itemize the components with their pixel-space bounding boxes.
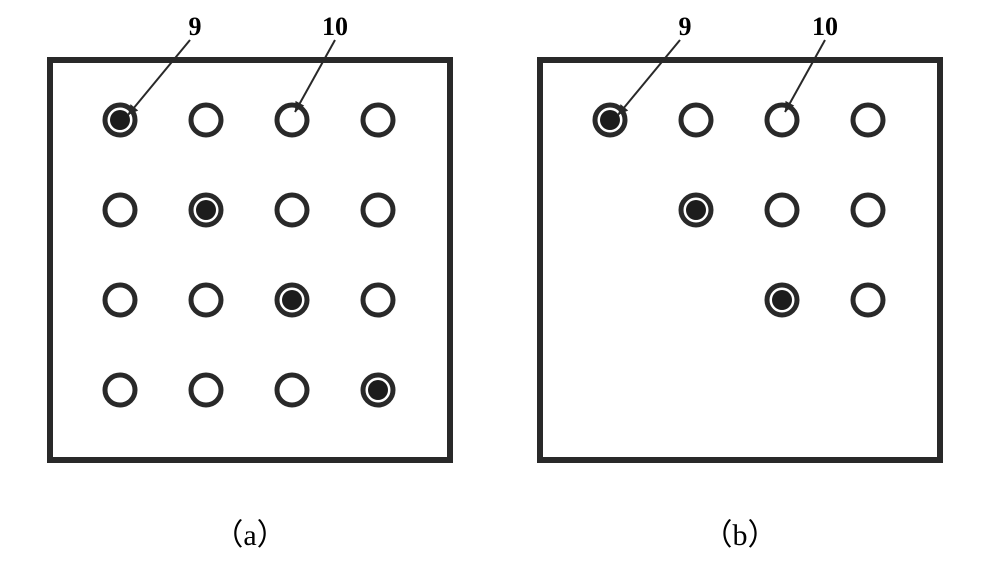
hollow-circle — [767, 195, 797, 225]
callout-text: 10 — [322, 12, 348, 41]
left-node-r2-c1 — [191, 285, 221, 315]
right-node-r0-c1 — [681, 105, 711, 135]
right-node-r1-c2 — [767, 195, 797, 225]
hollow-circle — [105, 375, 135, 405]
hollow-circle — [277, 375, 307, 405]
hollow-circle — [363, 285, 393, 315]
left-node-r3-c3 — [363, 375, 393, 405]
hollow-circle — [277, 195, 307, 225]
filled-circle-core — [368, 380, 388, 400]
callout-text: 10 — [812, 12, 838, 41]
hollow-circle — [363, 105, 393, 135]
left-node-r1-c3 — [363, 195, 393, 225]
hollow-circle — [191, 285, 221, 315]
left-node-r3-c1 — [191, 375, 221, 405]
filled-circle-core — [772, 290, 792, 310]
hollow-circle — [105, 195, 135, 225]
right-node-r2-c3 — [853, 285, 883, 315]
left-node-r2-c3 — [363, 285, 393, 315]
hollow-circle — [191, 105, 221, 135]
hollow-circle — [767, 105, 797, 135]
left-node-r0-c1 — [191, 105, 221, 135]
right-node-r0-c2 — [767, 105, 797, 135]
filled-circle-core — [600, 110, 620, 130]
right-node-r1-c1 — [681, 195, 711, 225]
right-node-r2-c2 — [767, 285, 797, 315]
caption-b: （b） — [703, 519, 778, 552]
hollow-circle — [681, 105, 711, 135]
hollow-circle — [191, 375, 221, 405]
callout-line — [785, 40, 825, 112]
filled-circle-core — [686, 200, 706, 220]
filled-circle-core — [196, 200, 216, 220]
left-node-r1-c1 — [191, 195, 221, 225]
callout-line — [618, 40, 680, 115]
hollow-circle — [853, 195, 883, 225]
filled-circle-core — [282, 290, 302, 310]
right-node-r1-c3 — [853, 195, 883, 225]
hollow-circle — [363, 195, 393, 225]
left-node-r0-c3 — [363, 105, 393, 135]
hollow-circle — [853, 105, 883, 135]
hollow-circle — [853, 285, 883, 315]
filled-circle-core — [110, 110, 130, 130]
callout-line — [295, 40, 335, 112]
callout-line — [128, 40, 190, 115]
right-node-r0-c3 — [853, 105, 883, 135]
left-node-r0-c2 — [277, 105, 307, 135]
left-node-r1-c0 — [105, 195, 135, 225]
caption-a: （a） — [213, 519, 286, 552]
hollow-circle — [105, 285, 135, 315]
callout-right-9: 9 — [618, 12, 692, 115]
left-node-r3-c0 — [105, 375, 135, 405]
left-node-r1-c2 — [277, 195, 307, 225]
hollow-circle — [277, 105, 307, 135]
callout-left-9: 9 — [128, 12, 202, 115]
left-node-r2-c0 — [105, 285, 135, 315]
callout-text: 9 — [189, 12, 202, 41]
diagram-svg: 9 10 9 10 （a） （b） — [0, 0, 1000, 578]
callout-text: 9 — [679, 12, 692, 41]
left-node-r2-c2 — [277, 285, 307, 315]
left-node-r3-c2 — [277, 375, 307, 405]
